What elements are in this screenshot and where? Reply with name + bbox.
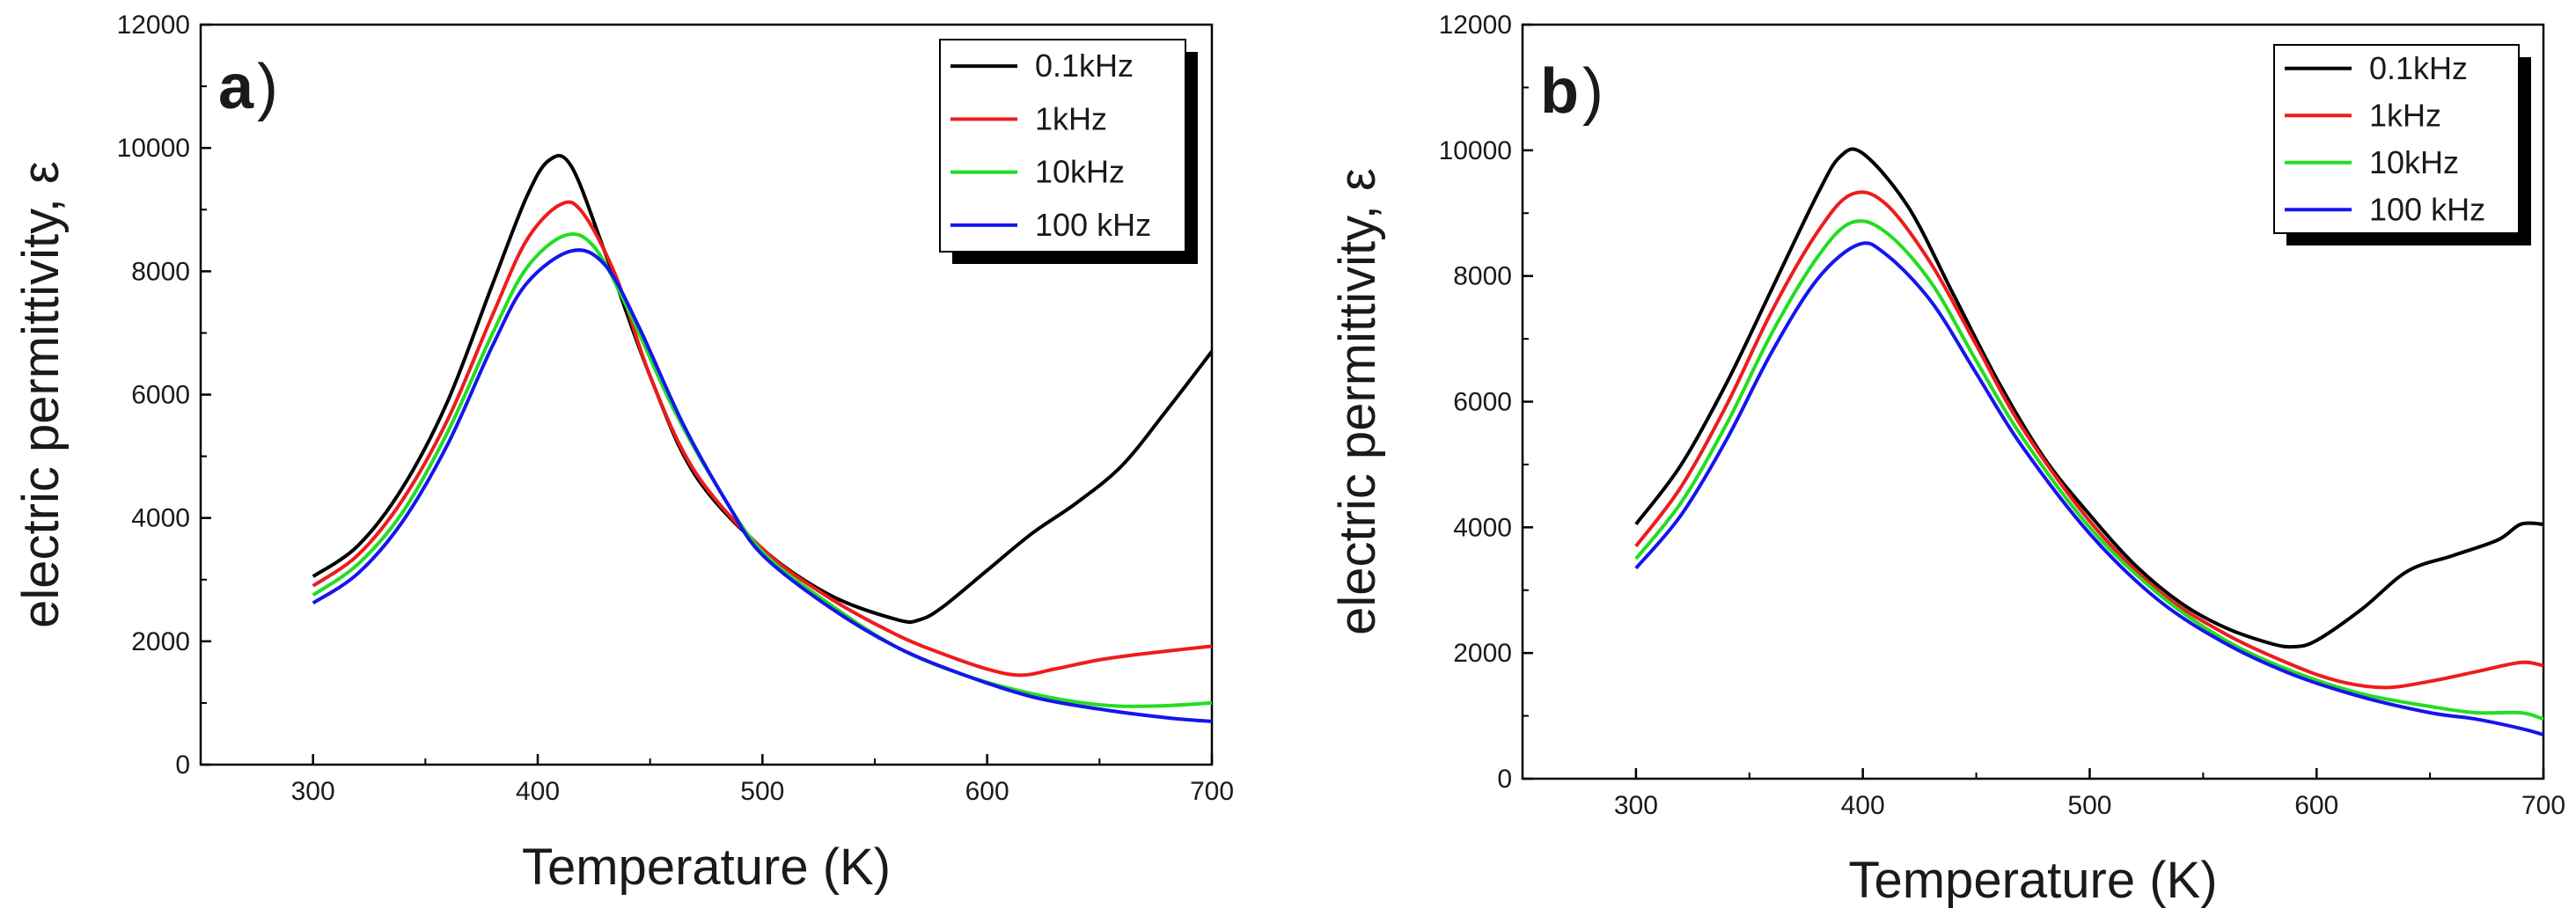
legend-box bbox=[939, 39, 1186, 253]
x-tick-label: 500 bbox=[2067, 791, 2111, 820]
legend-label: 100 kHz bbox=[2369, 191, 2485, 227]
series-line-100khz bbox=[1634, 241, 2544, 736]
series-line-10khz bbox=[1634, 219, 2544, 722]
series-line-0-1khz bbox=[1634, 147, 2544, 649]
x-tick-label: 700 bbox=[1190, 777, 1234, 806]
x-tick-label: 300 bbox=[1614, 791, 1658, 820]
panel-paren: ) bbox=[257, 52, 278, 122]
y-tick-label: 10000 bbox=[1439, 136, 1512, 165]
legend: 0.1kHz 1kHz 10kHz 100 kHz bbox=[939, 39, 1198, 264]
x-axis-title: Temperature (K) bbox=[1848, 852, 2217, 909]
y-tick-label: 0 bbox=[1497, 765, 1512, 794]
legend-label: 10kHz bbox=[2369, 144, 2459, 180]
legend-label: 1kHz bbox=[2369, 97, 2441, 133]
panel-letter: a bbox=[218, 52, 254, 122]
chart-panel-b: 0 2000 4000 6000 8000 10000 12000 300 400 500 600 7… bbox=[1329, 11, 2565, 909]
chart-panel-a: 0 2000 4000 6000 8000 10000 12000 300 400 500 600 7… bbox=[12, 11, 1234, 896]
y-tick-label: 6000 bbox=[1453, 388, 1512, 417]
y-tick-label: 4000 bbox=[1453, 513, 1512, 542]
legend-label: 10kHz bbox=[1035, 154, 1125, 190]
x-tick-label: 500 bbox=[740, 777, 784, 806]
series-line-1khz bbox=[1634, 190, 2544, 690]
y-tick-label: 8000 bbox=[1453, 262, 1512, 291]
legend: 0.1kHz 1kHz 10kHz 100 kHz bbox=[2273, 44, 2531, 245]
y-tick-label: 2000 bbox=[1453, 639, 1512, 668]
series-line-100khz bbox=[312, 248, 1213, 723]
y-tick-label: 12000 bbox=[1439, 11, 1512, 40]
y-tick-label: 10000 bbox=[117, 134, 190, 163]
x-tick-label: 600 bbox=[965, 777, 1009, 806]
y-tick-label: 0 bbox=[175, 751, 190, 780]
y-tick-label: 6000 bbox=[131, 381, 190, 410]
x-tick-label: 600 bbox=[2294, 791, 2338, 820]
series-line-10khz bbox=[312, 232, 1213, 708]
x-tick-label: 300 bbox=[291, 777, 335, 806]
legend-box bbox=[2273, 44, 2520, 234]
y-tick-label: 8000 bbox=[131, 257, 190, 286]
panel-letter: b bbox=[1540, 56, 1579, 127]
panel-label: b) bbox=[1540, 56, 1604, 127]
y-tick-label: 12000 bbox=[117, 11, 190, 40]
panel-label: a) bbox=[218, 52, 278, 122]
legend-label: 100 kHz bbox=[1035, 207, 1151, 243]
y-axis-title: electric permittivity, ε bbox=[12, 161, 70, 628]
x-tick-label: 400 bbox=[516, 777, 560, 806]
x-tick-label: 400 bbox=[1841, 791, 1885, 820]
legend-label: 0.1kHz bbox=[1035, 48, 1134, 84]
legend-label: 1kHz bbox=[1035, 100, 1107, 136]
y-tick-label: 2000 bbox=[131, 627, 190, 656]
legend-label: 0.1kHz bbox=[2369, 50, 2468, 86]
x-axis-title: Temperature (K) bbox=[522, 839, 891, 896]
y-axis-title: electric permittivity, ε bbox=[1329, 168, 1386, 635]
panel-paren: ) bbox=[1582, 56, 1604, 127]
y-tick-label: 4000 bbox=[131, 504, 190, 533]
x-tick-label: 700 bbox=[2521, 791, 2565, 820]
series-line-1khz bbox=[312, 200, 1213, 678]
